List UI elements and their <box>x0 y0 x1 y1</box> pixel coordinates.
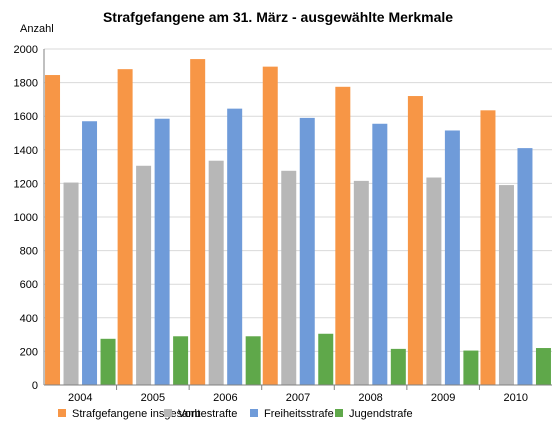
y-tick-label: 1800 <box>14 78 38 90</box>
bars <box>45 59 551 386</box>
bar <box>444 130 460 385</box>
tick-labels: 0 200 400 600 800 1000 1200 1400 1600 1800 2000 200… <box>14 44 528 404</box>
bar <box>136 165 152 385</box>
bar <box>480 110 496 385</box>
x-tick-label: 2008 <box>358 392 382 404</box>
bar <box>407 96 423 385</box>
bar <box>154 118 170 385</box>
bar <box>262 66 278 385</box>
x-tick-label: 2010 <box>503 392 527 404</box>
legend-label: Jugendstrafe <box>349 408 413 420</box>
y-tick-label: 1600 <box>14 111 38 123</box>
chart-title: Strafgefangene am 31. März - ausgewählte… <box>103 9 453 25</box>
legend-label: Freiheitsstrafe <box>264 408 334 420</box>
bar <box>353 180 369 385</box>
x-tick-label: 2005 <box>141 392 165 404</box>
y-tick-label: 800 <box>20 246 38 258</box>
bar <box>63 182 79 385</box>
bar <box>372 123 388 385</box>
bar <box>208 160 224 385</box>
legend-swatch <box>164 409 172 417</box>
bar <box>190 59 206 386</box>
x-tick-label: 2004 <box>68 392 92 404</box>
bar <box>100 338 116 385</box>
bar <box>245 336 261 385</box>
bar <box>117 69 133 385</box>
y-tick-label: 2000 <box>14 44 38 56</box>
y-tick-label: 600 <box>20 279 38 291</box>
bar <box>426 177 442 385</box>
bar <box>45 75 61 385</box>
x-tick-label: 2007 <box>286 392 310 404</box>
bar <box>281 170 297 385</box>
x-tick-label: 2009 <box>431 392 455 404</box>
bar <box>498 185 514 385</box>
y-tick-label: 1200 <box>14 178 38 190</box>
y-axis-label: Anzahl <box>20 23 54 35</box>
y-tick-label: 400 <box>20 313 38 325</box>
bar <box>318 333 334 385</box>
axes <box>43 49 552 390</box>
bar <box>517 148 533 385</box>
bar <box>227 108 243 385</box>
bar <box>390 348 406 385</box>
bar <box>299 117 315 385</box>
legend-swatch <box>335 409 343 417</box>
y-tick-label: 0 <box>32 380 38 392</box>
y-tick-label: 200 <box>20 346 38 358</box>
legend-swatch <box>58 409 66 417</box>
legend-swatch <box>250 409 258 417</box>
bar <box>335 86 351 386</box>
bar <box>173 336 189 385</box>
x-tick-label: 2006 <box>213 392 237 404</box>
bar <box>535 348 551 385</box>
bar <box>82 121 98 386</box>
y-tick-label: 1000 <box>14 212 38 224</box>
y-tick-label: 1400 <box>14 145 38 157</box>
bar <box>463 350 479 385</box>
legend-label: Vorbestrafte <box>178 408 237 420</box>
